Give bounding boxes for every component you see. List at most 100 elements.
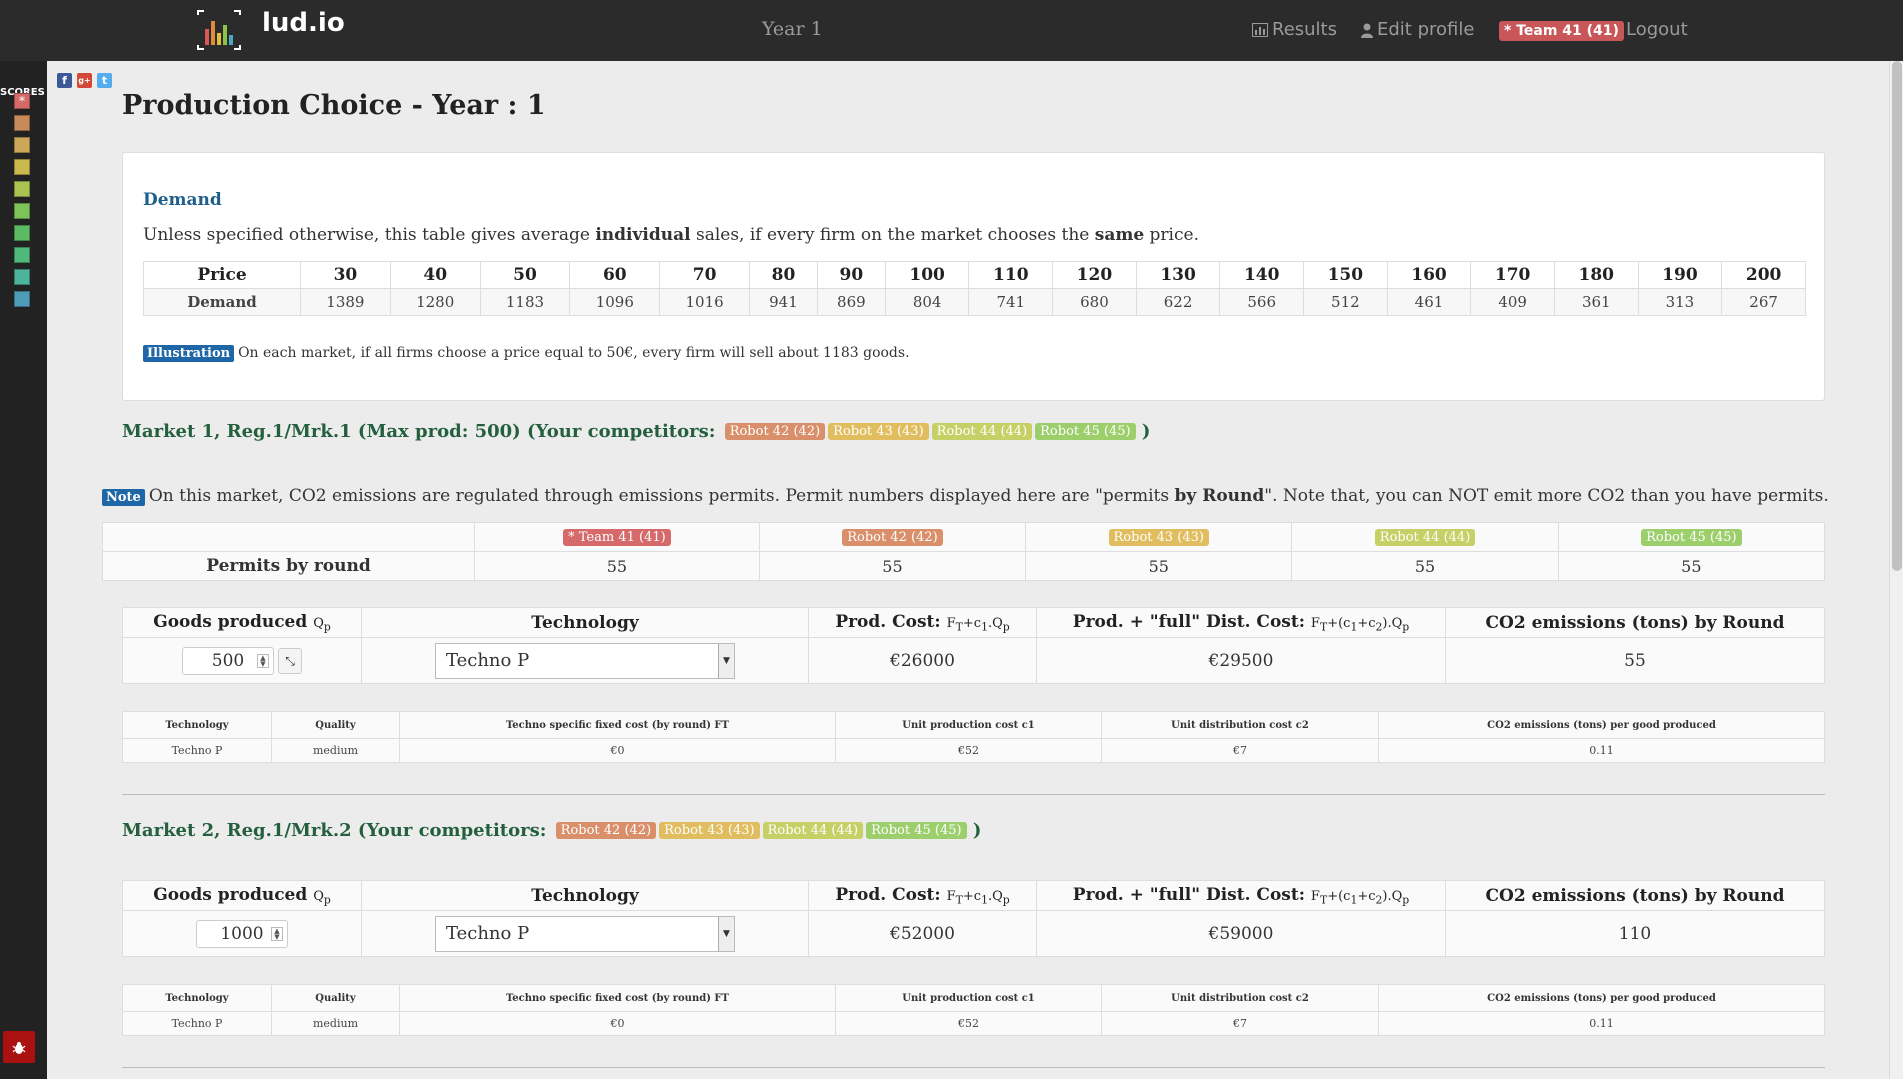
- technology-select[interactable]: Techno P ▼: [435, 642, 735, 679]
- detail-technology-header: Technology: [122, 711, 272, 739]
- year-label: Year 1: [762, 18, 823, 40]
- prod-cost-value: €52000: [808, 910, 1037, 957]
- technology-header: Technology: [361, 880, 809, 911]
- score-square[interactable]: [14, 137, 30, 153]
- competitor-badge[interactable]: Robot 42 (42): [724, 423, 826, 440]
- detail-unit-dist-header: Unit distribution cost c2: [1101, 984, 1379, 1012]
- price-cell: 160: [1386, 261, 1472, 289]
- market-divider: [122, 794, 1825, 795]
- demand-cell: 313: [1637, 288, 1723, 316]
- demand-label: Demand: [143, 288, 301, 316]
- permit-team-cell: * Team 41 (41): [474, 522, 760, 552]
- technology-cell: Techno P ▼: [361, 910, 809, 957]
- score-square[interactable]: [14, 203, 30, 219]
- detail-fixed-header: Techno specific fixed cost (by round) FT: [399, 984, 836, 1012]
- permit-team-cell: Robot 44 (44): [1291, 522, 1559, 552]
- page-scrollbar[interactable]: [1889, 61, 1903, 1079]
- score-square[interactable]: [14, 181, 30, 197]
- score-square[interactable]: [14, 291, 30, 307]
- full-cost-header-label: Prod. + "full" Dist. Cost:: [1072, 611, 1311, 632]
- scores-label: SCORES: [0, 87, 45, 98]
- team-badge[interactable]: Robot 45 (45): [1641, 528, 1742, 546]
- price-cell: 50: [479, 261, 571, 289]
- price-cell: 110: [968, 261, 1054, 289]
- score-square[interactable]: [14, 247, 30, 263]
- results-link[interactable]: Results: [1252, 19, 1337, 40]
- chevron-down-icon[interactable]: ▼: [718, 916, 734, 951]
- results-label: Results: [1272, 19, 1337, 40]
- goods-header-label: Goods produced: [153, 611, 314, 632]
- twitter-icon[interactable]: t: [97, 73, 112, 88]
- detail-co2-header: CO2 emissions (tons) per good produced: [1378, 984, 1825, 1012]
- bug-icon: [12, 1041, 26, 1054]
- demand-cell: 1096: [569, 288, 661, 316]
- detail-co2: 0.11: [1378, 1011, 1825, 1036]
- permit-value: 55: [1025, 551, 1293, 581]
- quantity-spinner-icon[interactable]: ▲ ▼: [257, 653, 269, 668]
- technology-selected: Techno P: [446, 649, 530, 671]
- competitor-badge[interactable]: Robot 44 (44): [762, 822, 864, 839]
- team-badge[interactable]: * Team 41 (41): [563, 528, 671, 546]
- demand-cell: 1016: [659, 288, 750, 316]
- prod-cost-header: Prod. Cost: FT+c1.Qp: [808, 880, 1037, 911]
- competitor-badge[interactable]: Robot 45 (45): [866, 822, 967, 839]
- score-square[interactable]: [14, 115, 30, 131]
- bug-report-button[interactable]: [3, 1031, 35, 1063]
- co2-header: CO2 emissions (tons) by Round: [1445, 607, 1825, 638]
- demand-table: Price 30 40 50 60 70 80 90 100 110 120 130 140 150 160…: [143, 261, 1806, 316]
- score-square[interactable]: [14, 269, 30, 285]
- goods-header: Goods produced Qp: [122, 880, 362, 911]
- demand-cell: 512: [1303, 288, 1388, 316]
- quantity-spinner-icon[interactable]: ▲ ▼: [271, 926, 283, 941]
- technology-select[interactable]: Techno P ▼: [435, 915, 735, 952]
- competitor-badge[interactable]: Robot 43 (43): [659, 822, 760, 839]
- permit-team-cell: Robot 43 (43): [1025, 522, 1293, 552]
- competitor-badge[interactable]: Robot 42 (42): [555, 822, 657, 839]
- edit-profile-link[interactable]: Edit profile: [1361, 19, 1474, 40]
- goods-produced-input[interactable]: 1000 ▲ ▼: [196, 919, 288, 948]
- team-badge[interactable]: Robot 44 (44): [1374, 528, 1476, 546]
- detail-unit-prod: €52: [835, 1011, 1102, 1036]
- competitor-badge[interactable]: Robot 44 (44): [931, 423, 1033, 440]
- detail-technology-header: Technology: [122, 984, 272, 1012]
- price-cell: 70: [659, 261, 750, 289]
- brand-name[interactable]: lud.io: [262, 8, 345, 38]
- price-cell: 130: [1135, 261, 1221, 289]
- set-max-button[interactable]: ⤡: [278, 647, 302, 674]
- permit-team-cell: Robot 45 (45): [1557, 522, 1826, 552]
- demand-cell: 409: [1470, 288, 1555, 316]
- facebook-icon[interactable]: f: [57, 73, 72, 88]
- price-cell: 40: [389, 261, 481, 289]
- score-square[interactable]: [14, 159, 30, 175]
- full-cost-header: Prod. + "full" Dist. Cost: FT+(c1+c2).Qp: [1036, 607, 1446, 638]
- permits-table: * Team 41 (41) Robot 42 (42) Robot 43 (43)…: [102, 522, 1826, 581]
- google-plus-icon[interactable]: g+: [77, 73, 92, 88]
- goods-produced-value: 1000: [220, 923, 264, 944]
- goods-produced-input[interactable]: 500 ▲ ▼: [182, 646, 274, 675]
- scrollbar-thumb[interactable]: [1892, 61, 1902, 571]
- competitor-badge[interactable]: Robot 43 (43): [828, 423, 929, 440]
- team-badge[interactable]: Robot 43 (43): [1108, 528, 1209, 546]
- team-badge[interactable]: * Team 41 (41): [1499, 21, 1624, 41]
- score-square[interactable]: [14, 225, 30, 241]
- price-cell: 200: [1721, 261, 1806, 289]
- prod-cost-value: €26000: [808, 637, 1037, 684]
- price-cell: 180: [1553, 261, 1639, 289]
- brand-logo-icon[interactable]: [196, 9, 242, 51]
- market1-technology-detail: Technology Quality Techno specific fixed…: [122, 711, 1825, 763]
- competitor-badge[interactable]: Robot 45 (45): [1035, 423, 1136, 440]
- scores-sidebar: SCORES *: [0, 61, 47, 1079]
- co2-value: 110: [1445, 910, 1825, 957]
- goods-cell: 500 ▲ ▼ ⤡: [122, 637, 362, 684]
- permit-value: 55: [1291, 551, 1559, 581]
- chevron-down-icon[interactable]: ▼: [718, 643, 734, 678]
- price-cell: 140: [1219, 261, 1305, 289]
- team-badge[interactable]: Robot 42 (42): [842, 528, 943, 546]
- compress-icon: ⤡: [285, 653, 295, 668]
- note-badge: Note: [102, 489, 145, 506]
- full-cost-value: €59000: [1036, 910, 1446, 957]
- price-cell: 170: [1470, 261, 1555, 289]
- demand-cell: 461: [1386, 288, 1472, 316]
- score-square[interactable]: *: [14, 93, 30, 109]
- logout-link[interactable]: Logout: [1626, 19, 1688, 40]
